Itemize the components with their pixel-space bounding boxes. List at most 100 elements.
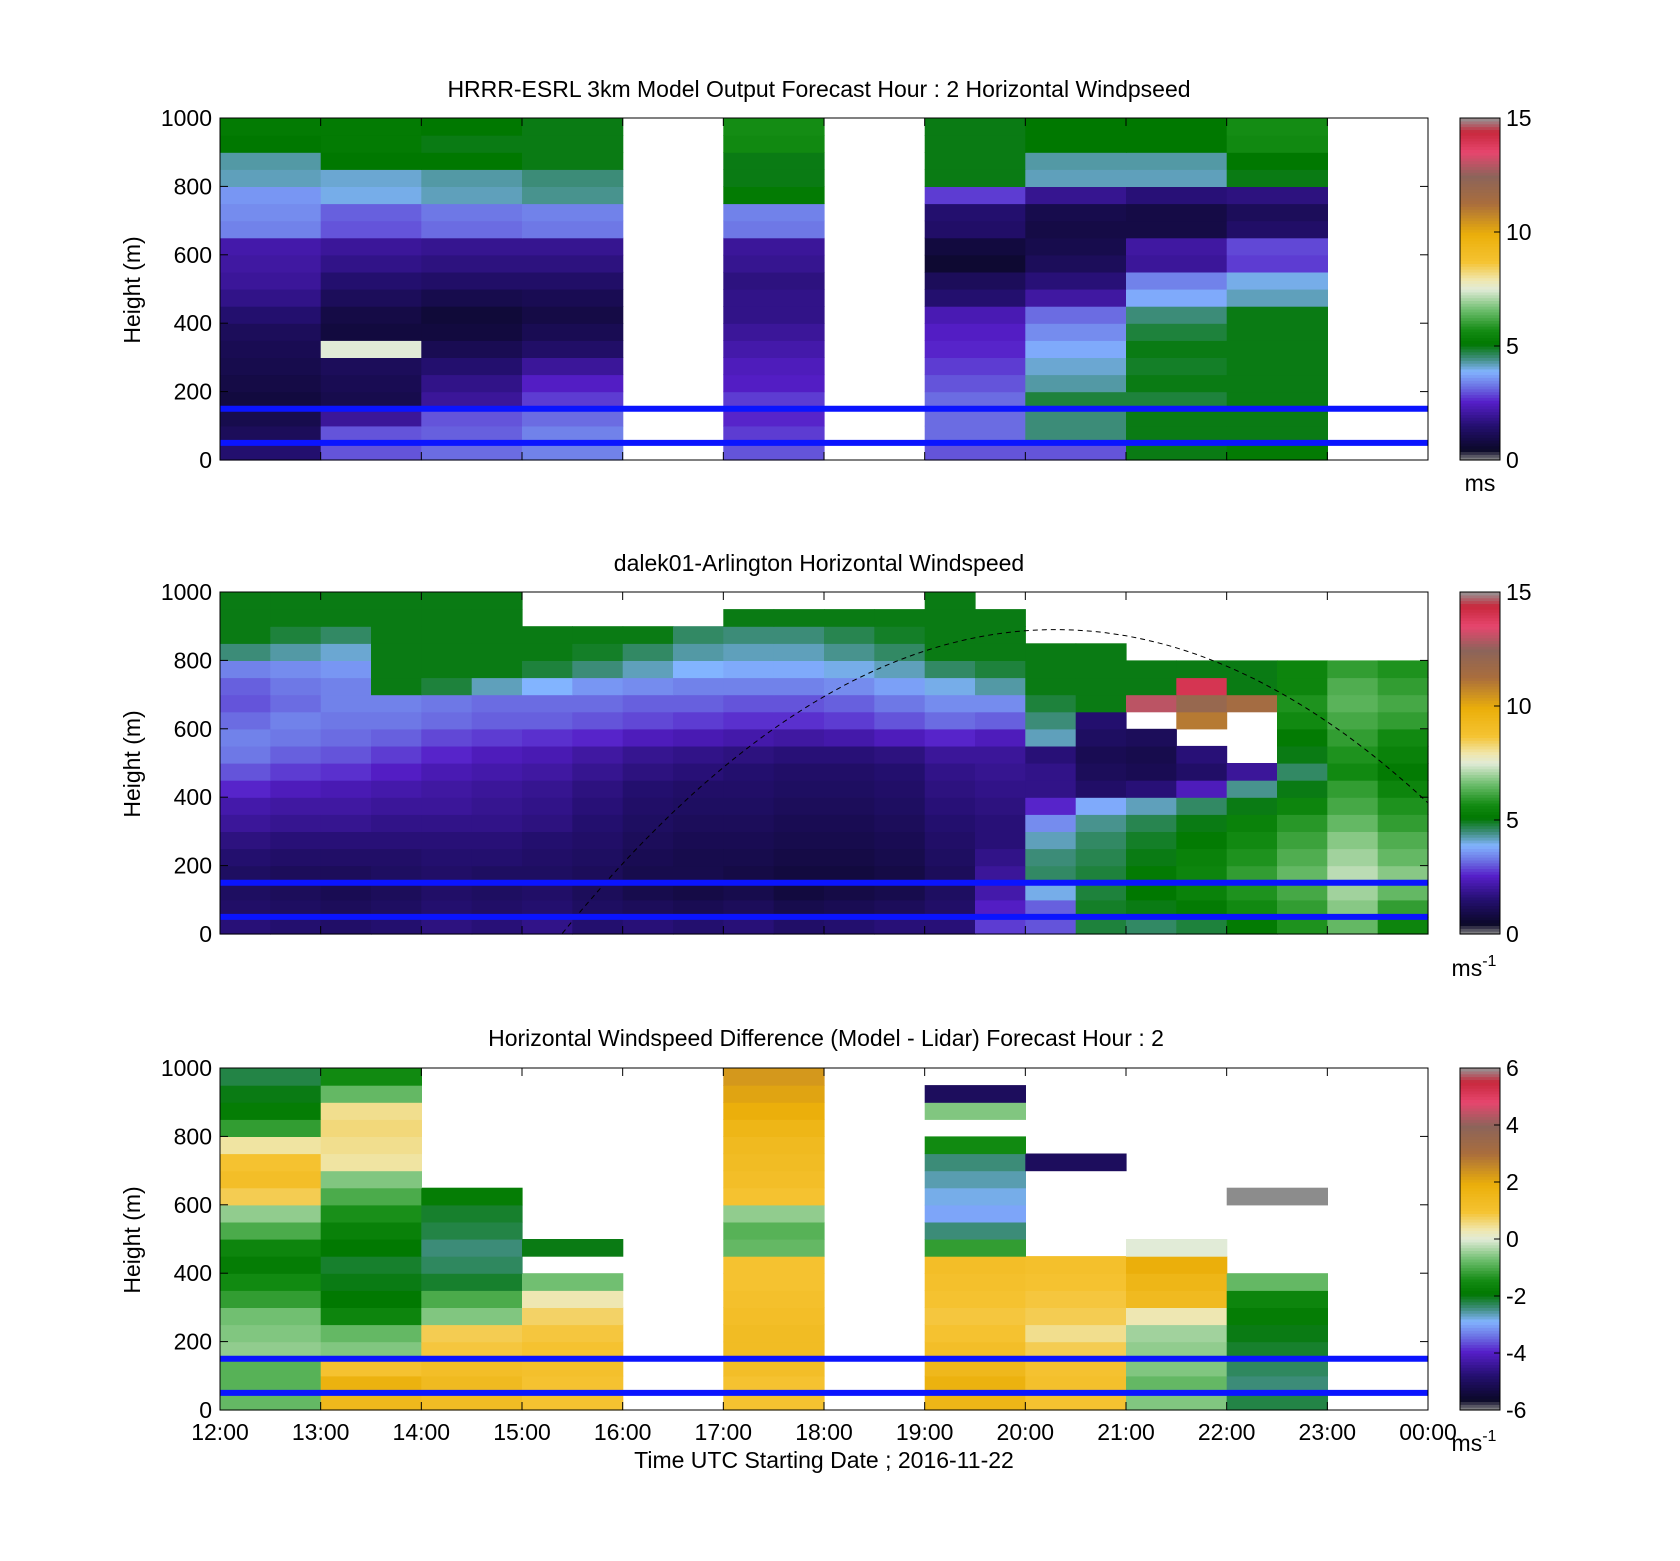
heatmap-cell	[471, 899, 523, 918]
heatmap-cell	[522, 425, 624, 444]
heatmap-cell	[1226, 135, 1328, 153]
heatmap-cell	[320, 592, 372, 610]
colorbar-swatch	[1460, 1233, 1500, 1237]
heatmap-cell	[522, 220, 624, 239]
heatmap-cell	[1226, 152, 1328, 170]
heatmap-cell	[723, 1187, 825, 1206]
heatmap-cell	[723, 1358, 825, 1377]
heatmap-cell	[270, 609, 322, 627]
panel-difference-colorbar-unit: ms-1	[1452, 1428, 1497, 1456]
heatmap-cell	[924, 728, 976, 747]
heatmap-cell	[320, 152, 422, 170]
panel-difference-xlabel: Time UTC Starting Date ; 2016-11-22	[634, 1447, 1014, 1473]
heatmap-cell	[673, 626, 724, 644]
heatmap-cell	[1377, 882, 1429, 901]
heatmap-cell	[1327, 780, 1379, 798]
heatmap-cell	[522, 1273, 624, 1291]
heatmap-cell	[773, 899, 825, 918]
heatmap-cell	[773, 763, 825, 781]
heatmap-cell	[220, 152, 322, 170]
heatmap-cell	[522, 1324, 624, 1343]
heatmap-cell	[1025, 1290, 1127, 1308]
colorbar-swatch	[1460, 614, 1500, 619]
colorbar-swatch	[1460, 172, 1500, 176]
heatmap-cell	[371, 763, 422, 781]
heatmap-cell	[522, 745, 573, 764]
colorbar-swatch	[1460, 405, 1500, 410]
panel-lidar-colorbar-unit: ms-1	[1452, 953, 1497, 981]
heatmap-cell	[924, 1085, 1026, 1103]
heatmap-cell	[421, 711, 473, 730]
heatmap-cell	[421, 203, 523, 222]
colorbar-swatch	[1460, 331, 1500, 336]
heatmap-cell	[924, 797, 976, 815]
heatmap-cell	[421, 660, 473, 679]
heatmap-cell	[220, 1153, 322, 1172]
heatmap-cell	[320, 831, 372, 850]
colorbar-swatch	[1460, 314, 1500, 319]
heatmap-cell	[924, 1290, 1026, 1308]
heatmap-cell	[723, 899, 775, 918]
heatmap-cell	[320, 1102, 422, 1120]
heatmap-cell	[1075, 728, 1127, 747]
heatmap-cell	[1126, 152, 1228, 170]
panel-model-x-ticks	[219, 118, 1429, 460]
heatmap-cell	[723, 186, 825, 205]
heatmap-cell	[371, 643, 422, 661]
heatmap-cell	[270, 592, 322, 610]
heatmap-cell	[723, 442, 825, 461]
colorbar-swatch	[1460, 1196, 1500, 1200]
heatmap-cell	[1226, 408, 1328, 427]
heatmap-cell	[1377, 728, 1429, 747]
colorbar-swatch	[1460, 442, 1500, 447]
heatmap-cell	[1126, 797, 1177, 815]
x-tick-label: 17:00	[695, 1419, 753, 1445]
heatmap-cell	[622, 745, 674, 764]
colorbar-swatch	[1460, 677, 1500, 681]
heatmap-cell	[1226, 1307, 1328, 1326]
heatmap-cell	[320, 677, 372, 696]
heatmap-cell	[622, 882, 674, 901]
colorbar-swatch	[1460, 600, 1500, 604]
heatmap-cell	[1226, 1273, 1328, 1291]
heatmap-cell	[1025, 237, 1127, 256]
heatmap-cell	[723, 1375, 825, 1394]
colorbar-swatch	[1460, 192, 1500, 196]
heatmap-cell	[220, 271, 322, 290]
colorbar-swatch	[1460, 837, 1500, 841]
heatmap-cell	[421, 848, 473, 867]
colorbar-swatch	[1460, 865, 1500, 870]
heatmap-cell	[975, 728, 1026, 747]
colorbar-swatch	[1460, 1173, 1500, 1177]
heatmap-cell	[572, 643, 624, 661]
heatmap-cell	[1377, 660, 1429, 679]
heatmap-cell	[320, 609, 372, 627]
heatmap-cell	[1176, 814, 1228, 832]
heatmap-cell	[874, 865, 926, 884]
colorbar-swatch	[1460, 360, 1500, 364]
heatmap-cell	[1126, 831, 1177, 850]
heatmap-cell	[371, 728, 422, 747]
heatmap-cell	[371, 592, 422, 610]
heatmap-cell	[1025, 916, 1077, 935]
colorbar-swatch	[1460, 592, 1500, 596]
heatmap-cell	[320, 1290, 422, 1308]
heatmap-cell	[1327, 831, 1379, 850]
colorbar-swatch	[1460, 1139, 1500, 1143]
heatmap-cell	[270, 780, 322, 798]
heatmap-cell	[1377, 745, 1429, 764]
colorbar-swatch	[1460, 246, 1500, 250]
heatmap-cell	[270, 916, 322, 935]
heatmap-cell	[924, 118, 1026, 136]
colorbar-swatch	[1460, 177, 1500, 182]
heatmap-cell	[723, 169, 825, 187]
heatmap-cell	[1327, 865, 1379, 884]
heatmap-cell	[1025, 882, 1077, 901]
heatmap-cell	[924, 340, 1026, 358]
colorbar-swatch	[1460, 226, 1500, 230]
colorbar-swatch	[1460, 340, 1500, 344]
colorbar-swatch	[1460, 1150, 1500, 1155]
heatmap-cell	[1226, 271, 1328, 290]
heatmap-cell	[924, 237, 1026, 256]
heatmap-cell	[471, 831, 523, 850]
